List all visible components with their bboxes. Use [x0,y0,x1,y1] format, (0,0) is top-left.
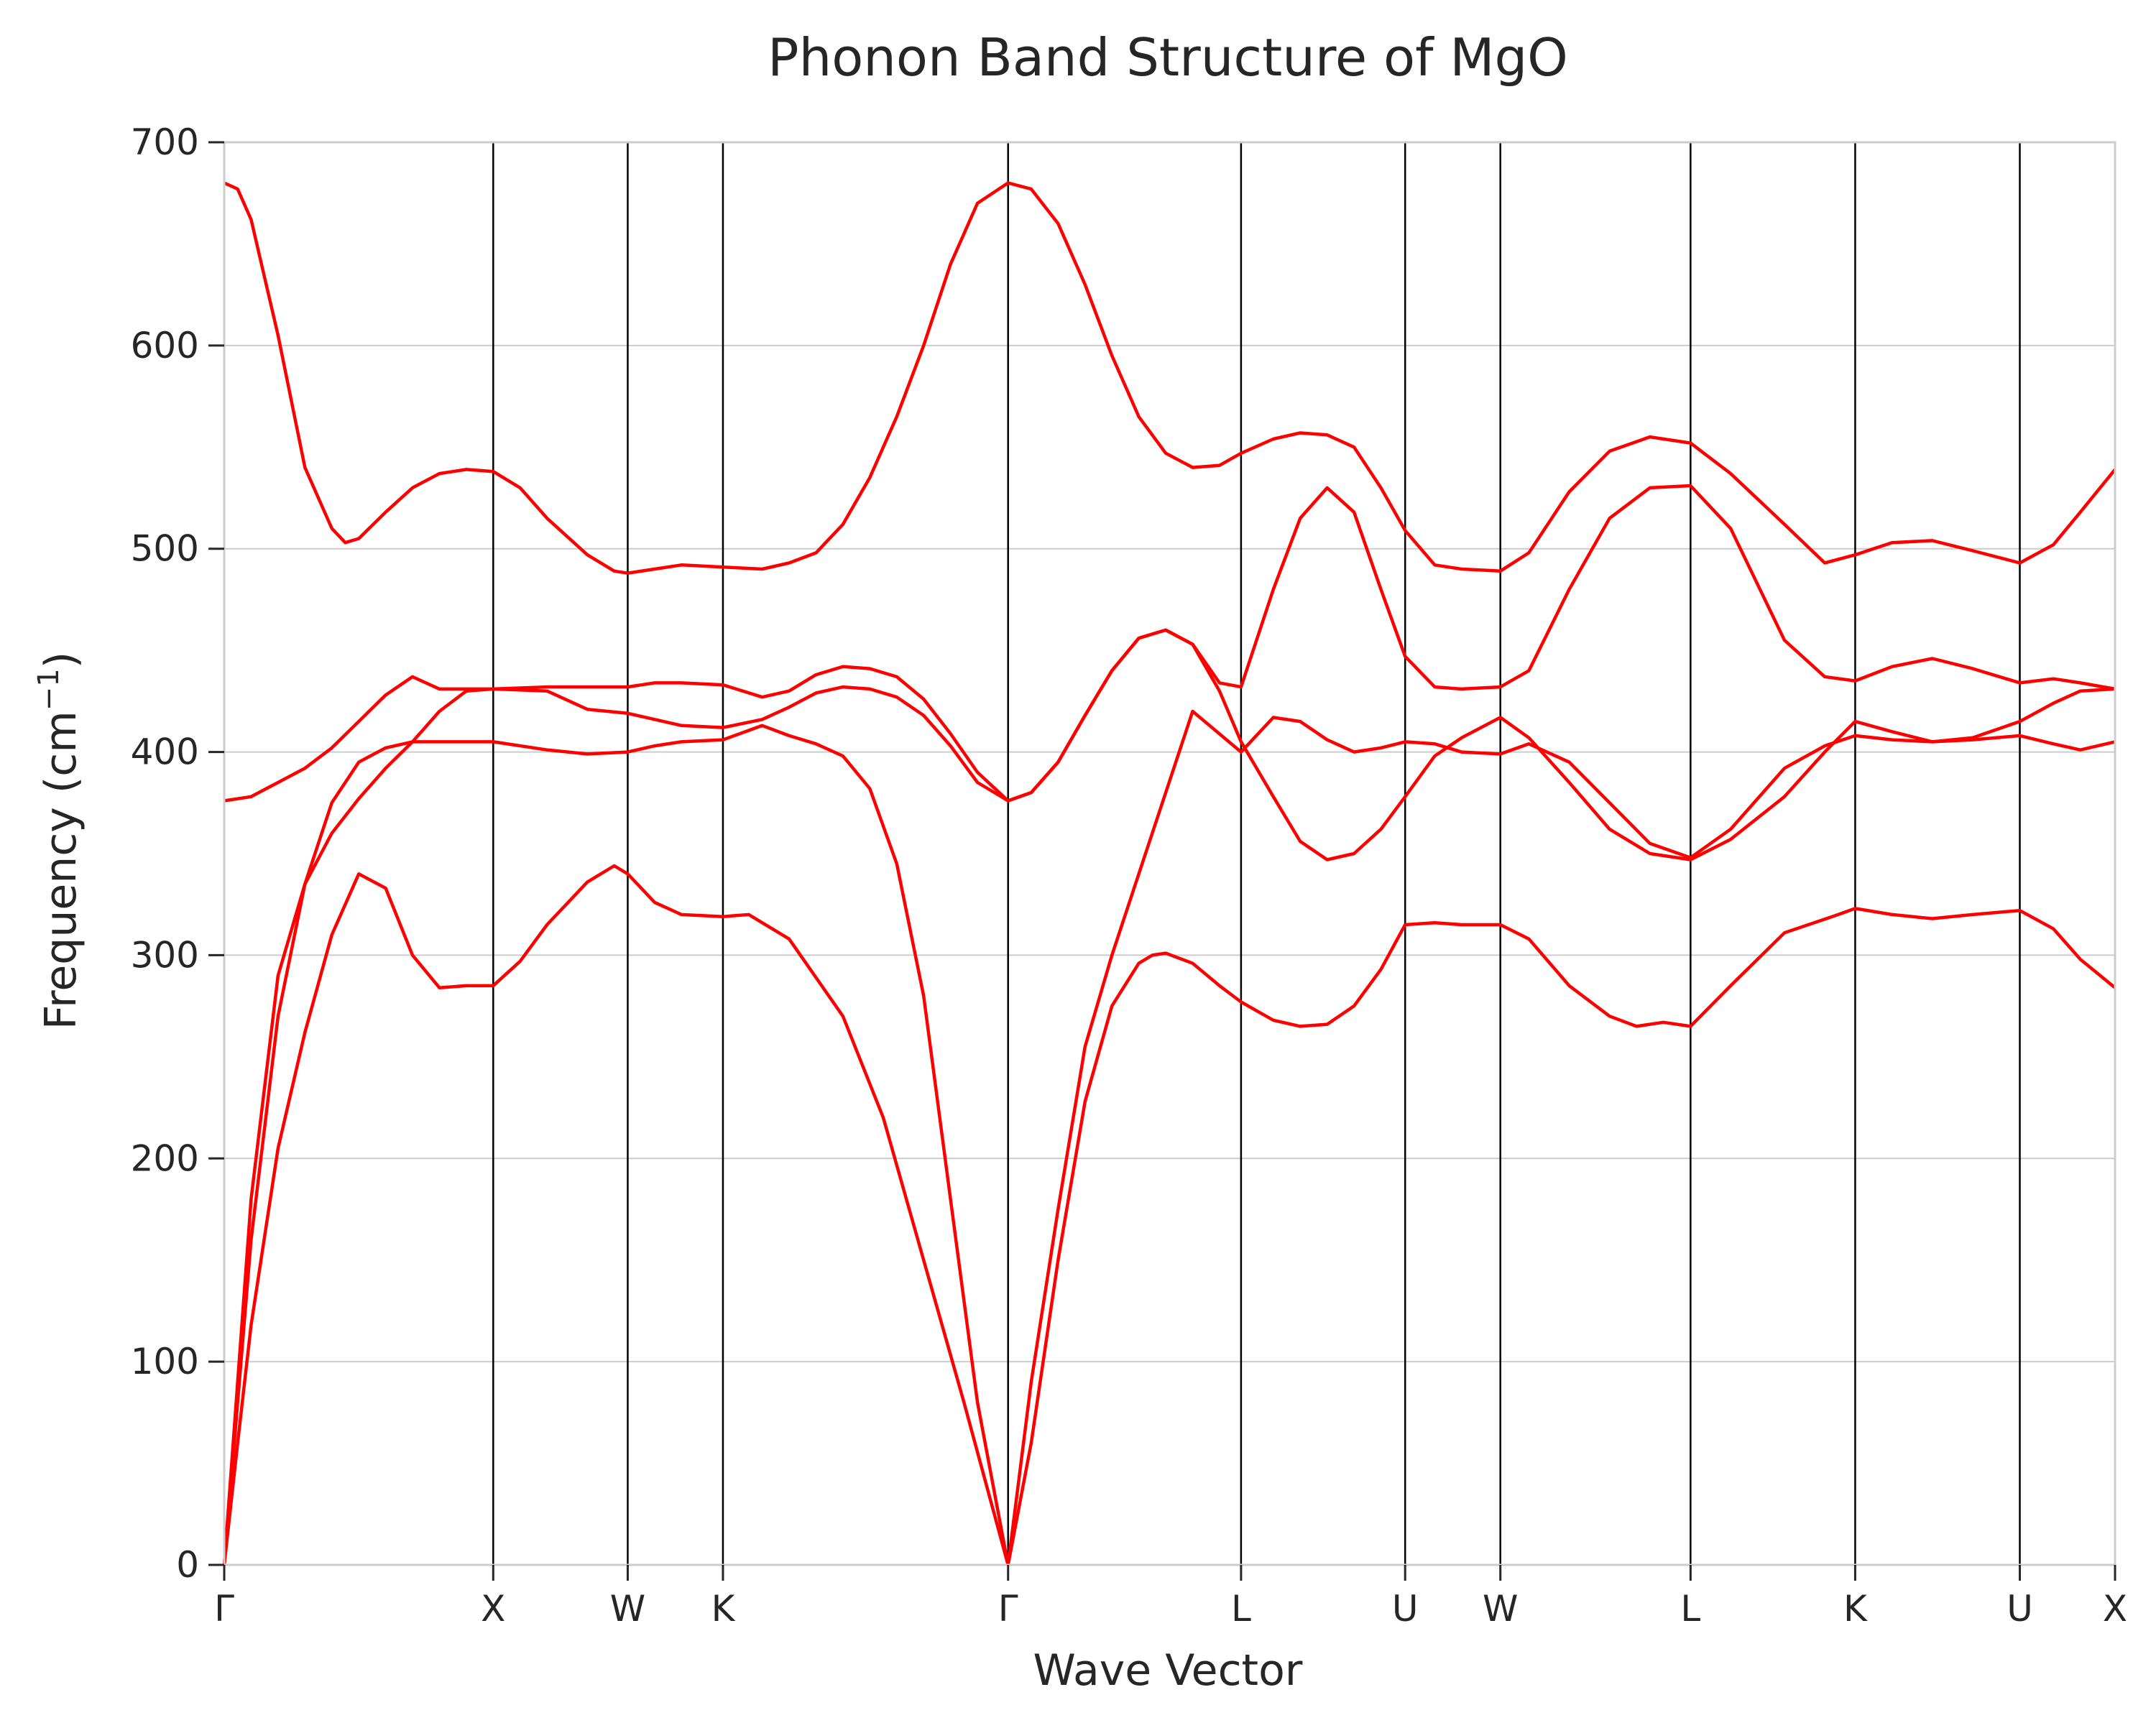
y-tick-label: 400 [131,731,199,773]
y-tick-label: 0 [176,1544,199,1586]
grid [224,142,2115,1566]
x-tick-label: W [610,1588,645,1630]
y-tick-label: 100 [131,1341,199,1382]
y-axis-label-text: Frequency (cm [36,711,86,1030]
y-axis-label: Frequency (cm−1) [32,652,86,1030]
x-tick-label: W [1483,1588,1518,1630]
x-axis-label: Wave Vector [1033,1645,1303,1696]
band-5-line [224,181,2116,575]
x-tick-label: U [1392,1588,1419,1630]
band-2-line [222,709,2116,1567]
band-4-line [224,484,2116,803]
chart-title: Phonon Band Structure of MgO [768,27,1568,88]
band-3-line [222,628,2116,1566]
axes-frame [223,141,2116,1566]
x-tick-label: X [2103,1588,2127,1630]
x-tick-label: K [1843,1588,1868,1630]
ticks: 0 100 200 300 400 500 600 700 Γ X W K Γ L U W L K U X [131,121,2128,1630]
x-tick-label: U [2007,1588,2033,1630]
plot-frame [223,141,2116,1566]
y-tick-label: 200 [131,1137,199,1179]
x-tick-label: Γ [214,1588,234,1630]
y-tick-label: 300 [131,934,199,976]
y-tick-label: 500 [131,528,199,570]
x-tick-label: K [711,1588,736,1630]
x-tick-label: X [481,1588,505,1630]
y-tick-label: 700 [131,121,199,163]
band-1-line [222,864,2116,1567]
x-tick-label: L [1231,1588,1251,1630]
x-tick-label: Γ [998,1588,1018,1630]
high-symmetry-lines [492,142,2021,1565]
phonon-bands [222,181,2116,1567]
y-tick-label: 600 [131,325,199,366]
y-axis-label-superscript: −1 [32,668,65,711]
y-axis-label-close: ) [36,652,86,668]
x-tick-label: L [1680,1588,1700,1630]
